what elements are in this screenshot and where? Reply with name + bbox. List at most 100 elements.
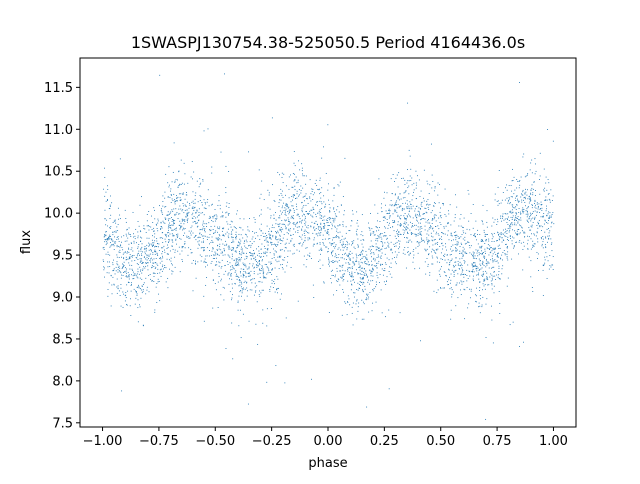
data-point xyxy=(372,231,374,233)
data-point xyxy=(263,199,265,201)
data-point xyxy=(277,171,279,173)
data-point xyxy=(347,269,348,271)
data-point xyxy=(504,199,506,201)
data-point xyxy=(334,247,336,249)
data-point xyxy=(171,181,173,183)
data-point xyxy=(235,264,237,266)
data-point xyxy=(502,239,504,241)
data-point xyxy=(202,222,204,224)
data-point xyxy=(162,264,164,266)
data-point xyxy=(322,243,324,245)
data-point xyxy=(476,295,477,297)
data-point xyxy=(419,241,421,243)
data-point xyxy=(424,241,425,243)
data-point xyxy=(550,215,552,217)
data-point xyxy=(323,281,325,283)
data-point xyxy=(297,232,299,234)
data-point xyxy=(337,232,339,234)
data-point xyxy=(511,190,513,192)
data-point xyxy=(536,231,538,233)
data-point xyxy=(348,243,350,245)
data-point xyxy=(319,268,321,270)
data-point xyxy=(235,275,237,277)
data-point xyxy=(530,276,532,278)
data-point xyxy=(532,246,534,248)
data-point xyxy=(502,265,504,267)
data-point xyxy=(511,240,513,242)
data-point xyxy=(183,162,185,164)
data-point xyxy=(137,264,139,266)
data-point xyxy=(237,300,239,302)
data-point xyxy=(381,312,383,314)
data-point xyxy=(259,281,261,283)
data-point xyxy=(156,252,158,254)
data-point xyxy=(421,238,423,240)
data-point xyxy=(108,282,110,284)
data-point xyxy=(209,230,211,232)
data-point xyxy=(238,233,240,235)
data-point xyxy=(170,190,171,192)
data-point xyxy=(190,232,192,234)
data-point xyxy=(523,197,525,198)
data-point xyxy=(113,245,115,247)
data-point xyxy=(457,260,459,262)
data-point xyxy=(444,259,446,261)
data-point xyxy=(176,195,177,197)
data-point xyxy=(251,243,253,245)
data-point xyxy=(317,228,319,230)
data-point xyxy=(334,261,336,263)
data-point xyxy=(123,252,125,254)
data-point xyxy=(455,250,457,252)
data-point xyxy=(412,195,414,197)
data-point xyxy=(266,308,268,310)
data-point xyxy=(306,198,308,200)
data-point xyxy=(176,200,178,202)
data-point xyxy=(519,240,521,241)
data-point xyxy=(420,237,422,239)
data-point xyxy=(329,219,331,221)
data-point xyxy=(431,263,433,265)
data-point xyxy=(175,238,177,240)
data-point xyxy=(271,273,273,275)
data-point xyxy=(217,253,218,255)
data-point xyxy=(230,272,232,274)
data-point xyxy=(384,235,386,237)
data-point xyxy=(165,234,167,236)
data-point xyxy=(357,310,359,312)
data-point xyxy=(175,213,177,215)
data-point xyxy=(548,216,550,218)
data-point xyxy=(511,258,513,260)
data-point xyxy=(418,244,420,246)
data-point xyxy=(255,264,257,266)
data-point xyxy=(197,241,199,243)
data-point xyxy=(183,243,185,245)
data-point xyxy=(378,227,380,228)
data-point xyxy=(232,267,234,269)
data-point xyxy=(234,227,236,228)
data-point xyxy=(464,261,466,263)
data-point xyxy=(460,274,462,276)
data-point xyxy=(421,218,423,219)
data-point xyxy=(113,283,115,285)
x-axis-label: phase xyxy=(308,456,347,471)
data-point xyxy=(241,246,243,248)
data-point xyxy=(210,241,212,243)
data-point xyxy=(232,294,233,296)
data-point xyxy=(518,181,520,182)
data-point xyxy=(215,214,217,216)
data-point xyxy=(177,235,179,237)
data-point xyxy=(488,284,490,286)
data-point xyxy=(129,264,131,266)
data-point xyxy=(167,277,169,279)
data-point xyxy=(186,209,188,211)
data-point xyxy=(306,247,308,249)
data-point xyxy=(546,205,547,207)
data-point xyxy=(110,214,112,216)
data-point xyxy=(395,193,396,195)
data-point xyxy=(272,287,274,288)
x-tick-label: 0.25 xyxy=(370,434,399,449)
data-point xyxy=(328,259,330,261)
data-point xyxy=(266,255,268,257)
data-point xyxy=(435,248,437,250)
data-point xyxy=(170,194,172,196)
